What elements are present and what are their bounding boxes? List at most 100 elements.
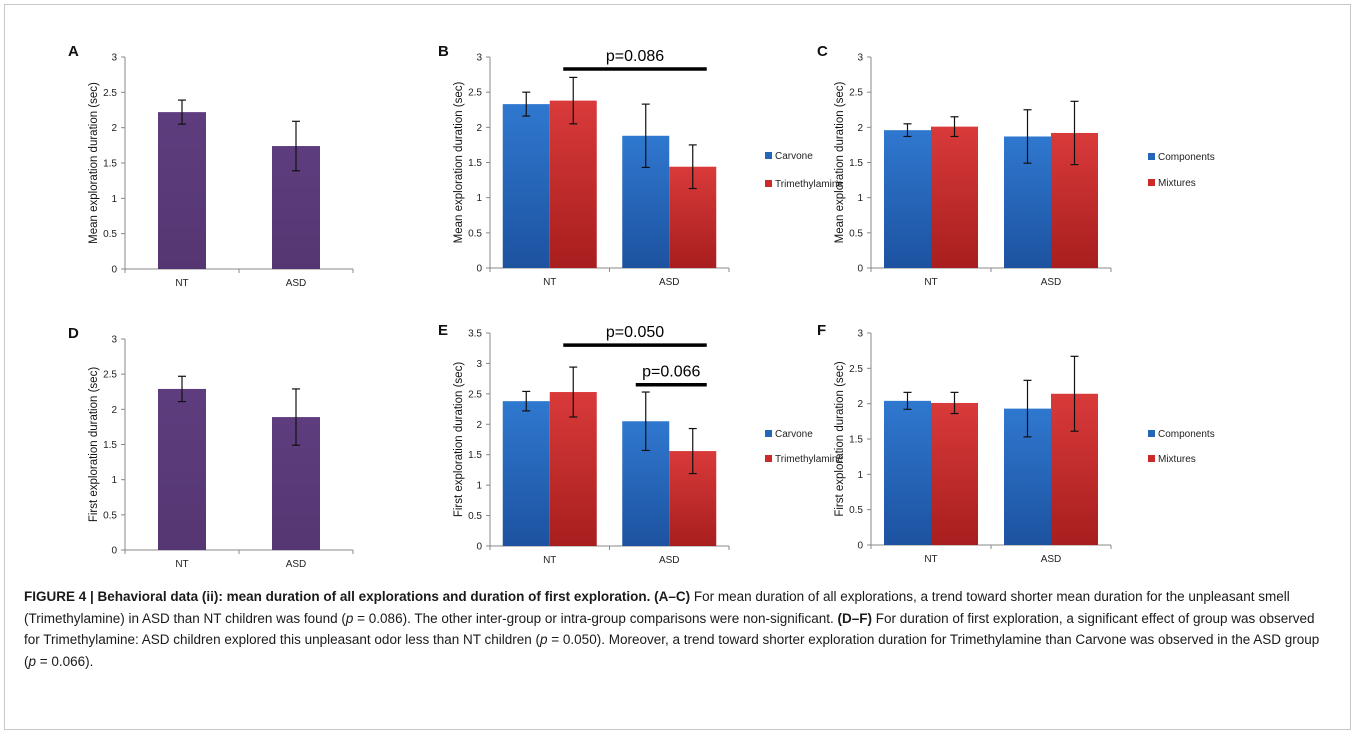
caption-ref-d-f: (D–F) — [837, 610, 873, 626]
y-tick-label: 2 — [857, 123, 863, 134]
y-tick-label: 0 — [111, 265, 117, 276]
y-tick-label: 2 — [476, 123, 482, 134]
panel-letter: C — [817, 43, 828, 60]
chart-panel-e: E 0 0.5 1 1.5 2 2.5 3 3.5 First exploration durat… — [438, 322, 843, 566]
x-tick-label: ASD — [286, 278, 307, 289]
y-tick-label: 1 — [857, 470, 863, 481]
chart-panel-d: D 0 0.5 1 1.5 2 2.5 3 First exploration duration… — [68, 325, 354, 570]
y-tick-label: 2.5 — [103, 370, 117, 381]
bar-nt — [158, 388, 206, 550]
y-tick-label: 0.5 — [468, 511, 482, 522]
y-tick-label: 3 — [476, 53, 482, 64]
caption-value-2: = 0.050). Moreover, a trend toward short… — [24, 632, 1320, 669]
figure-frame — [4, 4, 1351, 730]
bar-nt — [158, 112, 206, 270]
chart-panel-c: C 0 0.5 1 1.5 2 2.5 3 Mean exploration duration … — [817, 43, 1215, 288]
bar-nt-trimethylamine — [549, 100, 597, 269]
y-axis-label: First exploration duration (sec) — [88, 367, 100, 522]
y-tick-label: 0.5 — [103, 510, 117, 521]
y-tick-label: 3 — [857, 53, 863, 64]
bar-nt-trimethylamine — [549, 392, 597, 546]
panel-letter: F — [817, 322, 826, 339]
x-tick-label: ASD — [659, 555, 680, 566]
y-tick-label: 0 — [857, 264, 863, 275]
y-tick-label: 2 — [111, 123, 117, 134]
y-tick-label: 1.5 — [849, 435, 863, 446]
bar-nt-components — [884, 400, 931, 545]
y-tick-label: 2 — [476, 420, 482, 431]
legend-label: Mixtures — [1158, 454, 1196, 465]
x-tick-label: NT — [175, 278, 188, 289]
significance-label: p=0.050 — [606, 324, 664, 341]
x-tick-label: ASD — [659, 277, 680, 288]
y-tick-label: 0.5 — [103, 229, 117, 240]
y-tick-label: 2.5 — [468, 88, 482, 99]
x-tick-label: ASD — [1041, 277, 1062, 288]
y-tick-label: 3 — [857, 329, 863, 340]
legend-label: Trimethylamine — [775, 454, 843, 465]
chart-panel-f: F 0 0.5 1 1.5 2 2.5 3 First exploration duration… — [817, 322, 1215, 565]
legend-label: Components — [1158, 152, 1215, 163]
y-tick-label: 1 — [111, 475, 117, 486]
panel-letter: A — [68, 43, 79, 60]
caption-ref-a-c: (A–C) — [654, 589, 691, 604]
caption-p-symbol-1: p — [345, 610, 354, 626]
x-tick-label: ASD — [1041, 554, 1062, 565]
bar-nt-mixtures — [931, 126, 978, 268]
caption-value-3: = 0.066). — [36, 653, 94, 669]
y-axis-label: Mean exploration duration (sec) — [453, 81, 465, 243]
figure-caption: FIGURE 4 | Behavioral data (ii): mean du… — [24, 586, 1330, 672]
y-tick-label: 0 — [857, 541, 863, 552]
y-tick-label: 3 — [476, 359, 482, 370]
legend-swatch — [1148, 179, 1155, 186]
y-axis-label: Mean exploration duration (sec) — [834, 81, 846, 243]
caption-title: FIGURE 4 | Behavioral data (ii): mean du… — [24, 589, 651, 604]
caption-p-symbol-3: p — [28, 653, 37, 669]
caption-value-1: = 0.086). The other inter-group or intra… — [353, 610, 838, 626]
legend-label: Carvone — [775, 429, 813, 440]
y-tick-label: 0 — [476, 264, 482, 275]
y-tick-label: 1 — [476, 193, 482, 204]
legend-swatch — [765, 455, 772, 462]
panel-letter: B — [438, 43, 449, 60]
y-tick-label: 1 — [857, 193, 863, 204]
bar-nt-mixtures — [931, 402, 978, 545]
panel-letter: D — [68, 325, 79, 342]
y-tick-label: 0 — [111, 546, 117, 557]
y-axis-label: First exploration duration (sec) — [834, 361, 846, 516]
legend-label: Trimethylamine — [775, 179, 843, 190]
bar-nt-carvone — [502, 401, 550, 546]
legend-swatch — [1148, 153, 1155, 160]
significance-label: p=0.086 — [606, 48, 664, 65]
significance-label: p=0.066 — [642, 364, 700, 381]
x-tick-label: NT — [175, 559, 188, 570]
y-tick-label: 0.5 — [468, 228, 482, 239]
y-tick-label: 2.5 — [849, 364, 863, 375]
y-tick-label: 3 — [111, 335, 117, 346]
legend-label: Mixtures — [1158, 178, 1196, 189]
y-tick-label: 0.5 — [849, 505, 863, 516]
y-axis-label: First exploration duration (sec) — [453, 362, 465, 517]
bar-nt-carvone — [502, 104, 550, 268]
y-tick-label: 1.5 — [103, 440, 117, 451]
caption-text-1: For mean duration of all explorations, a… — [24, 589, 1290, 626]
y-axis-label: Mean exploration duration (sec) — [88, 82, 100, 244]
figure-4-charts: A 0 0.5 1 1.5 2 2.5 3 Mean exploration duration … — [68, 43, 1215, 570]
legend-swatch — [1148, 455, 1155, 462]
x-tick-label: NT — [924, 554, 937, 565]
y-tick-label: 1.5 — [468, 450, 482, 461]
y-tick-label: 1.5 — [849, 158, 863, 169]
y-tick-label: 0.5 — [849, 228, 863, 239]
legend-swatch — [1148, 430, 1155, 437]
legend-swatch — [765, 152, 772, 159]
y-tick-label: 1.5 — [468, 158, 482, 169]
y-tick-label: 1 — [476, 481, 482, 492]
chart-panel-b: B 0 0.5 1 1.5 2 2.5 3 Mean exploration duration … — [438, 43, 843, 288]
y-tick-label: 2 — [857, 399, 863, 410]
x-tick-label: ASD — [286, 559, 307, 570]
y-tick-label: 2.5 — [103, 88, 117, 99]
y-tick-label: 2.5 — [849, 88, 863, 99]
caption-text-2: For duration of first exploration, a sig… — [24, 610, 1315, 648]
y-tick-label: 0 — [476, 542, 482, 553]
legend-label: Components — [1158, 429, 1215, 440]
